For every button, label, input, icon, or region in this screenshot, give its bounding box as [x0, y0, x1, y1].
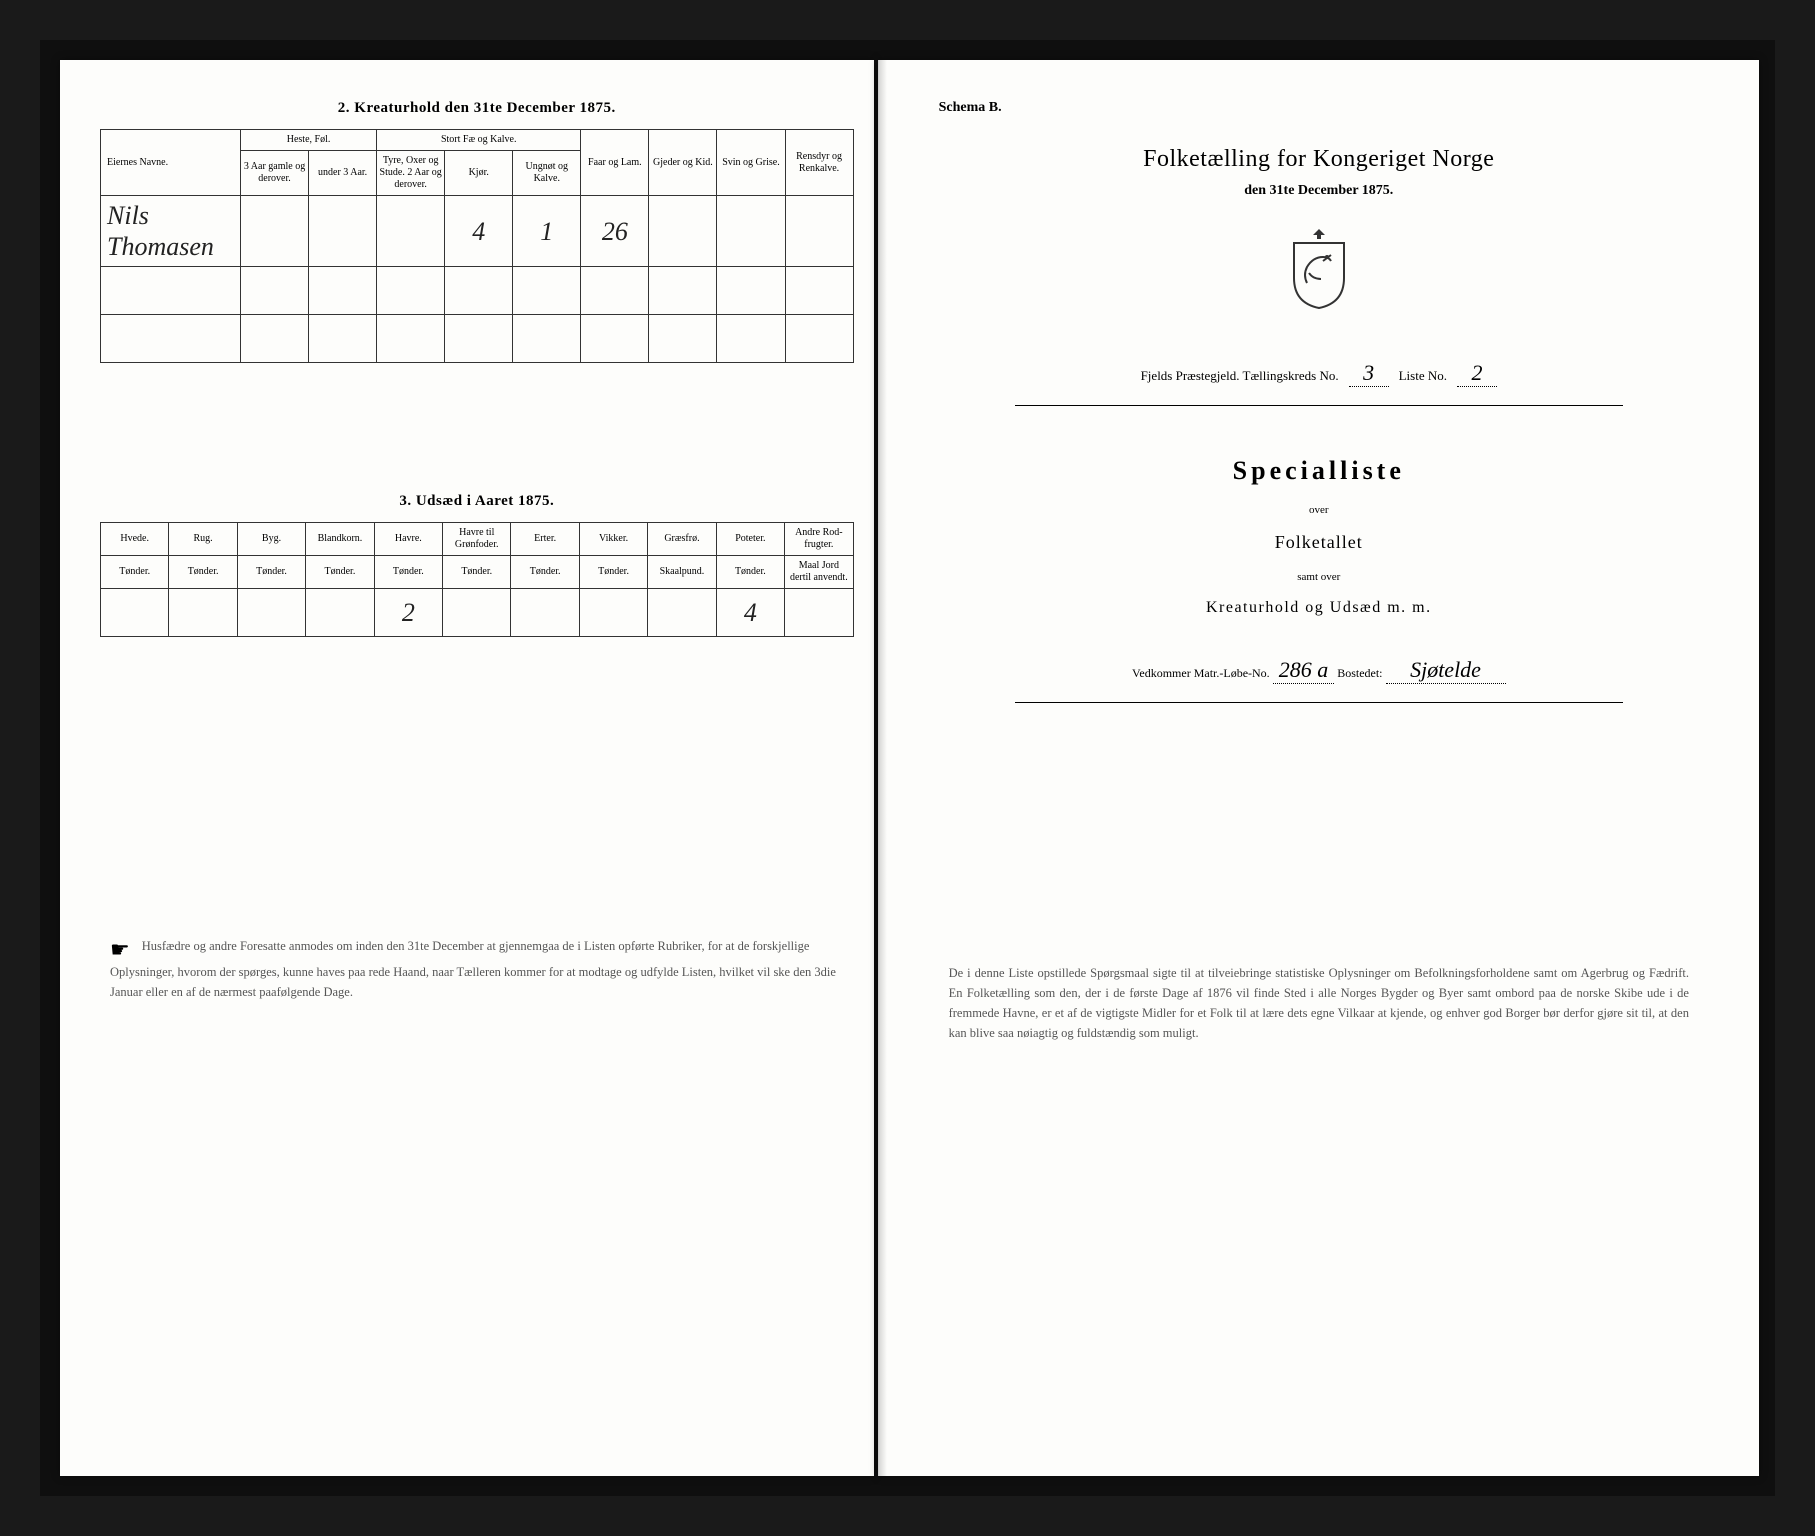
kreds-no: 3 [1349, 360, 1389, 387]
c4: Blandkorn. [306, 523, 374, 556]
divider [1015, 405, 1623, 406]
liste-label: Liste No. [1399, 368, 1447, 384]
u6: Tønder. [443, 556, 511, 589]
cell [649, 196, 717, 267]
left-page: 2. Kreaturhold den 31te December 1875. E… [60, 60, 874, 1476]
c7: Erter. [511, 523, 579, 556]
coat-of-arms-icon [1279, 223, 1359, 313]
col-sheep: Faar og Lam. [581, 130, 649, 196]
specialliste-title: Specialliste [939, 456, 1699, 486]
left-footer: ☛ Husfædre og andre Foresatte anmodes om… [100, 937, 854, 1002]
cell [785, 196, 853, 267]
livestock-table: Eiernes Navne. Heste, Føl. Stort Fæ og K… [100, 129, 854, 363]
section3-title: 3. Udsæd i Aaret 1875. [100, 493, 854, 510]
left-foot-text: Husfædre og andre Foresatte anmodes om i… [110, 939, 836, 998]
bosted-value: Sjøtelde [1386, 657, 1506, 684]
colgrp-cattle: Stort Fæ og Kalve. [377, 130, 581, 151]
seed-table: Hvede. Rug. Byg. Blandkorn. Havre. Havre… [100, 522, 854, 637]
c1: Hvede. [101, 523, 169, 556]
pointing-hand-icon: ☛ [110, 937, 130, 963]
table-row: 2 4 [101, 589, 854, 637]
u3: Tønder. [237, 556, 305, 589]
c5: Havre. [374, 523, 442, 556]
u9: Skaalpund. [648, 556, 716, 589]
u8: Tønder. [579, 556, 647, 589]
divider [1015, 702, 1623, 703]
cell-havre: 2 [374, 589, 442, 637]
table-row: Nils Thomasen 4 1 26 [101, 196, 854, 267]
c10: Poteter. [716, 523, 784, 556]
cell [717, 196, 785, 267]
cell [377, 196, 445, 267]
c9: Græsfrø. [648, 523, 716, 556]
census-date: den 31te December 1875. [939, 183, 1699, 199]
col-owner: Eiernes Navne. [101, 130, 241, 196]
u10: Tønder. [716, 556, 784, 589]
table-row [101, 315, 854, 363]
liste-no: 2 [1457, 360, 1497, 387]
col-reindeer: Rensdyr og Renkalve. [785, 130, 853, 196]
over-label: over [939, 504, 1699, 516]
col-s1: Tyre, Oxer og Stude. 2 Aar og derover. [377, 151, 445, 196]
cell-faar: 26 [581, 196, 649, 267]
vedk-prefix: Vedkommer Matr.-Løbe-No. [1132, 666, 1270, 680]
kreaturhold-label: Kreaturhold og Udsæd m. m. [939, 599, 1699, 617]
cell [241, 196, 309, 267]
c6: Havre til Grønfoder. [443, 523, 511, 556]
c2: Rug. [169, 523, 237, 556]
samt-label: samt over [939, 571, 1699, 583]
bosted-label: Bostedet: [1337, 666, 1382, 680]
u5: Tønder. [374, 556, 442, 589]
c3: Byg. [237, 523, 305, 556]
matr-no: 286 a [1273, 657, 1335, 684]
colgrp-horses: Heste, Føl. [241, 130, 377, 151]
u2: Tønder. [169, 556, 237, 589]
col-s2: Kjør. [445, 151, 513, 196]
section2-title: 2. Kreaturhold den 31te December 1875. [100, 100, 854, 117]
col-h1: 3 Aar gamle og derover. [241, 151, 309, 196]
cell-kjor: 4 [445, 196, 513, 267]
right-page: Schema B. Folketælling for Kongeriget No… [878, 60, 1759, 1476]
cell-ung: 1 [513, 196, 581, 267]
cell [309, 196, 377, 267]
col-h2: under 3 Aar. [309, 151, 377, 196]
c8: Vikker. [579, 523, 647, 556]
u4: Tønder. [306, 556, 374, 589]
owner-name: Nils Thomasen [101, 196, 241, 267]
col-pigs: Svin og Grise. [717, 130, 785, 196]
col-goats: Gjeder og Kid. [649, 130, 717, 196]
census-title: Folketælling for Kongeriget Norge [939, 146, 1699, 173]
document-spread: 2. Kreaturhold den 31te December 1875. E… [40, 40, 1775, 1496]
cell-pot: 4 [716, 589, 784, 637]
u11: Maal Jord dertil anvendt. [785, 556, 854, 589]
u1: Tønder. [101, 556, 169, 589]
schema-label: Schema B. [939, 100, 1699, 116]
u7: Tønder. [511, 556, 579, 589]
district-line: Fjelds Præstegjeld. Tællingskreds No. 3 … [939, 360, 1699, 387]
c11: Andre Rod-frugter. [785, 523, 854, 556]
vedkommer-line: Vedkommer Matr.-Løbe-No. 286 a Bostedet:… [939, 657, 1699, 684]
folketallet-label: Folketallet [939, 532, 1699, 553]
right-foot-text: De i denne Liste opstillede Spørgsmaal s… [939, 963, 1699, 1043]
col-s3: Ungnøt og Kalve. [513, 151, 581, 196]
table-row [101, 267, 854, 315]
district-prefix: Fjelds Præstegjeld. Tællingskreds No. [1141, 368, 1339, 384]
